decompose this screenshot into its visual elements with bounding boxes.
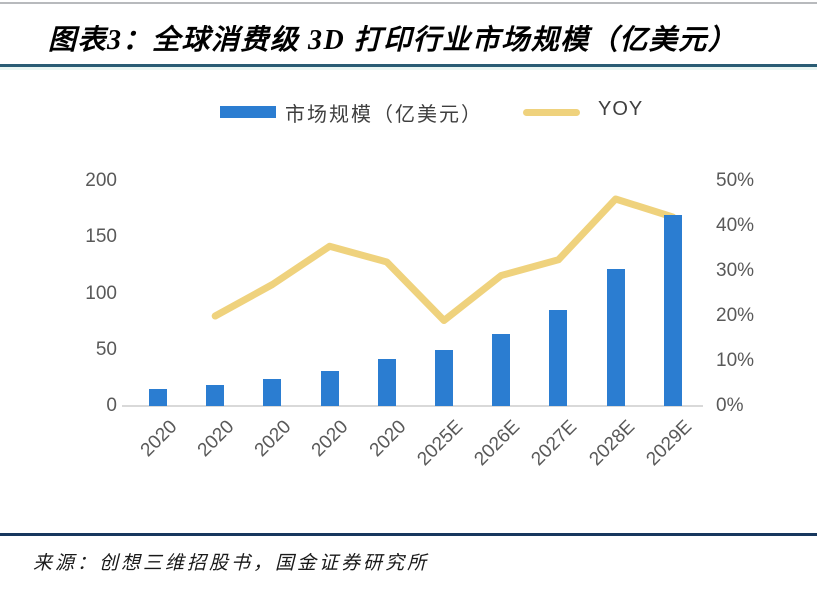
x-axis-category-label: 2026E	[470, 416, 525, 470]
x-axis-category-label: 2020	[365, 416, 410, 462]
title-divider-line	[0, 64, 817, 67]
legend-yoy-label: YOY	[598, 98, 644, 120]
right-axis-tick-label: 20%	[716, 305, 755, 326]
market-size-bar	[435, 349, 453, 407]
top-border-line	[0, 2, 817, 4]
market-size-bar	[149, 389, 167, 406]
left-axis-tick-label: 0	[106, 395, 117, 416]
x-axis-category-label: 2029E	[642, 416, 696, 470]
source-text: 来源：创想三维招股书，国金证券研究所	[33, 553, 430, 574]
x-axis-category-label: 2025E	[413, 416, 468, 470]
market-size-bar	[492, 334, 511, 406]
left-axis-tick-label: 200	[85, 170, 117, 191]
market-size-bar	[377, 358, 396, 407]
x-axis-category-label: 2027E	[527, 416, 582, 470]
left-axis-tick-label: 50	[95, 338, 117, 360]
x-axis-category-label: 2020	[193, 416, 239, 462]
market-size-bar	[206, 384, 225, 406]
x-axis-category-label: 2020	[250, 416, 296, 462]
market-size-bar	[549, 310, 568, 406]
x-axis-category-label: 2020	[136, 416, 182, 462]
x-axis-category-label: 2020	[308, 416, 353, 462]
right-axis-tick-label: 0%	[716, 395, 744, 416]
x-axis-baseline	[122, 405, 703, 407]
market-size-bar	[263, 379, 282, 406]
legend-market-label: 市场规模（亿美元）	[285, 104, 483, 126]
right-axis-tick-label: 10%	[716, 350, 755, 371]
left-axis-tick-label: 150	[85, 226, 117, 248]
right-axis-tick-label: 30%	[716, 260, 755, 281]
footer-divider-line	[0, 533, 817, 536]
legend-bar-swatch	[220, 106, 276, 118]
legend-line-swatch	[523, 109, 580, 116]
x-axis-category-label: 2028E	[585, 416, 639, 470]
title-divider-highlight	[0, 67, 817, 70]
left-axis-tick-label: 100	[85, 282, 117, 304]
right-axis-tick-label: 40%	[716, 215, 755, 236]
market-size-bar	[320, 371, 339, 406]
chart-title: 图表3：全球消费级 3D 打印行业市场规模（亿美元）	[48, 25, 738, 56]
market-size-bar	[606, 268, 625, 407]
legend: 市场规模（亿美元） YOY	[0, 98, 817, 128]
yoy-line	[211, 195, 677, 324]
market-size-bar	[663, 214, 682, 407]
right-axis-tick-label: 50%	[716, 170, 755, 191]
